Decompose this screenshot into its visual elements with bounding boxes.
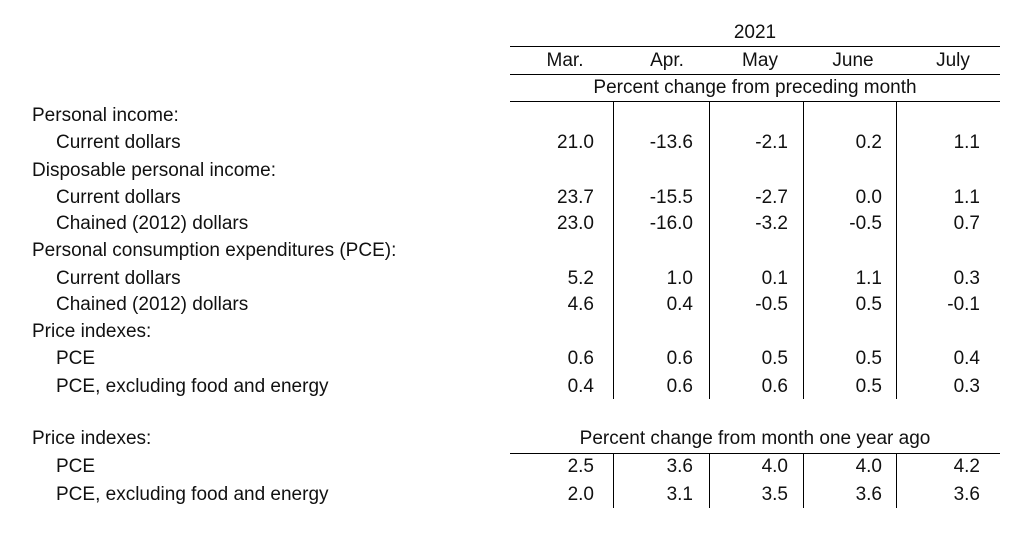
cell-pce-current-june: 1.1: [855, 268, 882, 289]
cell-dpi-current-apr: -15.5: [649, 187, 693, 208]
cell-dpi-chained-apr: -16.0: [649, 213, 693, 234]
cell-pidx-pce-mar: 0.6: [567, 348, 594, 369]
cell-dpi-chained-mar: 23.0: [557, 213, 594, 234]
cell-pce-chained-may: -0.5: [755, 294, 788, 315]
cell-dpi-chained-may: -3.2: [755, 213, 788, 234]
cell-pi-current-mar: 21.0: [557, 132, 594, 153]
row-label-yoy-core: PCE, excluding food and energy: [56, 484, 329, 505]
section-dpi: Disposable personal income:: [32, 160, 276, 181]
month-header-apr: Apr.: [650, 50, 684, 71]
cell-pidx-pce-july: 0.4: [953, 348, 980, 369]
year-header: 2021: [733, 22, 777, 43]
cell-pidx-core-mar: 0.4: [567, 376, 594, 397]
cell-pidx-core-apr: 0.6: [666, 376, 693, 397]
row-label-pi-current: Current dollars: [56, 132, 181, 153]
cell-pidx-pce-may: 0.5: [761, 348, 788, 369]
cell-yoy-core-may: 3.5: [761, 484, 788, 505]
months-underline: [510, 74, 1000, 75]
cell-pidx-core-may: 0.6: [761, 376, 788, 397]
cell-pi-current-june: 0.2: [855, 132, 882, 153]
cell-pce-chained-mar: 4.6: [567, 294, 594, 315]
col-divider-1: [613, 102, 614, 399]
cell-yoy-core-apr: 3.1: [666, 484, 693, 505]
cell-yoy-pce-july: 4.2: [953, 456, 980, 477]
subtitle-monthly: Percent change from preceding month: [593, 77, 917, 98]
cell-pidx-pce-apr: 0.6: [666, 348, 693, 369]
section-price-indexes-yoy: Price indexes:: [32, 428, 152, 449]
cell-yoy-pce-apr: 3.6: [666, 456, 693, 477]
yoy-col-divider-2: [709, 454, 710, 508]
subtitle-yoy-underline: [510, 453, 1000, 454]
cell-yoy-core-july: 3.6: [953, 484, 980, 505]
month-header-june: June: [832, 50, 874, 71]
cell-dpi-chained-july: 0.7: [953, 213, 980, 234]
month-header-mar: Mar.: [546, 50, 584, 71]
cell-dpi-current-june: 0.0: [855, 187, 882, 208]
cell-pidx-core-july: 0.3: [953, 376, 980, 397]
cell-dpi-current-mar: 23.7: [557, 187, 594, 208]
cell-pce-chained-june: 0.5: [855, 294, 882, 315]
row-label-pidx-core: PCE, excluding food and energy: [56, 376, 329, 397]
cell-dpi-current-may: -2.7: [755, 187, 788, 208]
cell-pce-current-july: 0.3: [953, 268, 980, 289]
year-underline: [510, 46, 1000, 47]
subtitle-yoy: Percent change from month one year ago: [579, 428, 931, 449]
section-personal-income: Personal income:: [32, 105, 179, 126]
cell-yoy-pce-mar: 2.5: [567, 456, 594, 477]
cell-pi-current-july: 1.1: [953, 132, 980, 153]
row-label-dpi-chained: Chained (2012) dollars: [56, 213, 249, 234]
col-divider-3: [803, 102, 804, 399]
cell-pce-current-apr: 1.0: [666, 268, 693, 289]
cell-dpi-current-july: 1.1: [953, 187, 980, 208]
cell-pidx-core-june: 0.5: [855, 376, 882, 397]
cell-pidx-pce-june: 0.5: [855, 348, 882, 369]
cell-pce-chained-apr: 0.4: [666, 294, 693, 315]
cell-pce-chained-july: -0.1: [947, 294, 980, 315]
subtitle-monthly-underline: [510, 101, 1000, 102]
cell-dpi-chained-june: -0.5: [849, 213, 882, 234]
col-divider-2: [709, 102, 710, 399]
yoy-col-divider-3: [803, 454, 804, 508]
month-header-may: May: [742, 50, 778, 71]
cell-pi-current-may: -2.1: [755, 132, 788, 153]
row-label-pce-current: Current dollars: [56, 268, 181, 289]
cell-yoy-core-mar: 2.0: [567, 484, 594, 505]
col-divider-4: [896, 102, 897, 399]
cell-yoy-pce-may: 4.0: [761, 456, 788, 477]
row-label-yoy-pce: PCE: [56, 456, 96, 477]
row-label-dpi-current: Current dollars: [56, 187, 181, 208]
cell-pce-current-may: 0.1: [761, 268, 788, 289]
row-label-pidx-pce: PCE: [56, 348, 96, 369]
yoy-col-divider-1: [613, 454, 614, 508]
cell-yoy-core-june: 3.6: [855, 484, 882, 505]
row-label-pce-chained: Chained (2012) dollars: [56, 294, 249, 315]
cell-yoy-pce-june: 4.0: [855, 456, 882, 477]
month-header-july: July: [936, 50, 970, 71]
cell-pi-current-apr: -13.6: [649, 132, 693, 153]
cell-pce-current-mar: 5.2: [567, 268, 594, 289]
yoy-col-divider-4: [896, 454, 897, 508]
section-price-indexes: Price indexes:: [32, 321, 152, 342]
section-pce: Personal consumption expenditures (PCE):: [32, 240, 397, 261]
